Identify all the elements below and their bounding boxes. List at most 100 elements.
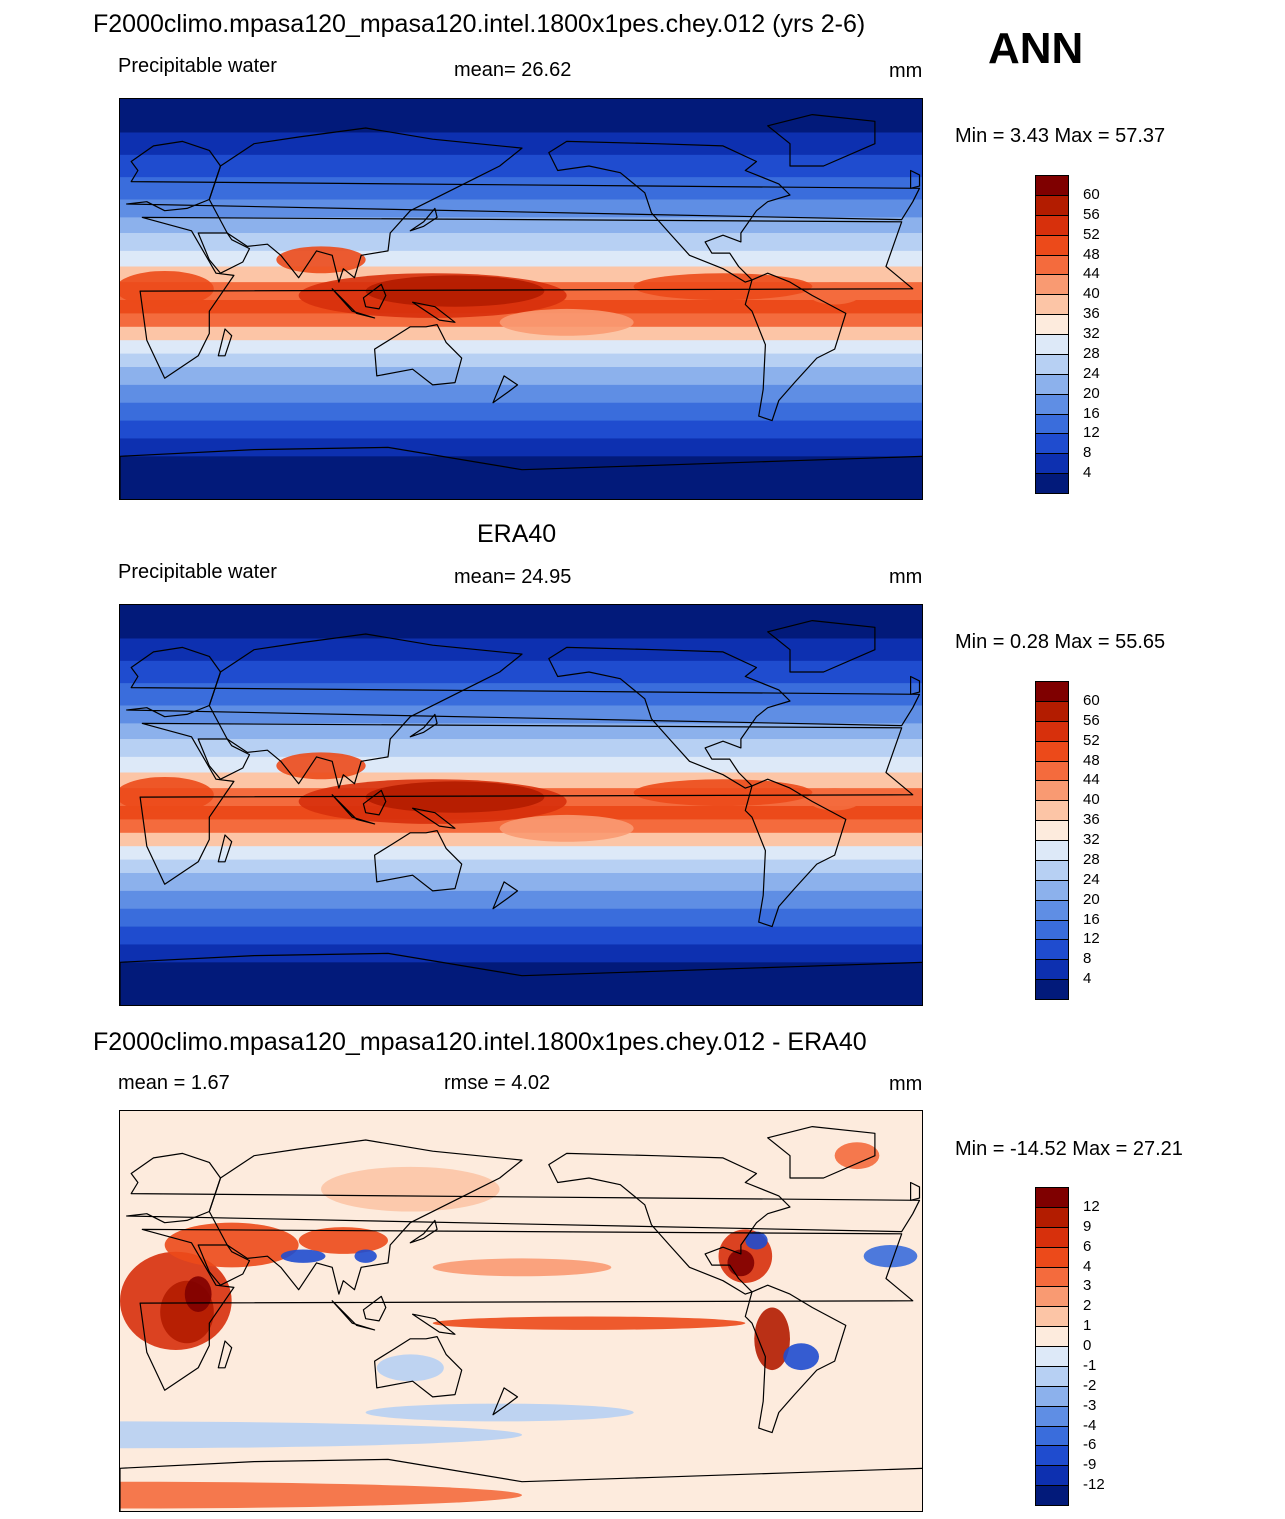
colorbar-tick-label: 9	[1083, 1217, 1092, 1235]
colorbar-swatch	[1035, 820, 1069, 841]
colorbar-swatch	[1035, 1206, 1069, 1228]
panel2-mean-label: mean= 24.95	[454, 566, 572, 588]
panel1-mean-label: mean= 26.62	[454, 59, 572, 81]
panel3-minmax-label: Min = -14.52 Max = 27.21	[955, 1138, 1183, 1160]
colorbar-swatch	[1035, 1286, 1069, 1308]
colorbar-swatch	[1035, 393, 1069, 415]
panel3-rmse-label: rmse = 4.02	[444, 1072, 551, 1094]
colorbar-tick-label: 40	[1083, 285, 1100, 303]
colorbar-tick-label: 24	[1083, 870, 1100, 888]
panel2-variable-label: Precipitable water	[118, 561, 277, 583]
colorbar-swatch	[1035, 314, 1069, 335]
colorbar-swatch	[1035, 840, 1069, 861]
colorbar-tick-label: 12	[1083, 424, 1100, 442]
colorbar-tick-label: 48	[1083, 751, 1100, 769]
colorbar-swatch	[1035, 1405, 1069, 1427]
colorbar-tick-label: 1	[1083, 1317, 1092, 1335]
colorbar-swatch	[1035, 919, 1069, 941]
colorbar-tick-label: 36	[1083, 811, 1100, 829]
colorbar-swatch	[1035, 1346, 1069, 1367]
colorbar-swatch	[1035, 979, 1069, 1000]
colorbar-swatch	[1035, 473, 1069, 494]
colorbar-swatch	[1035, 274, 1069, 296]
colorbar-swatch	[1035, 879, 1069, 901]
panel3-mean-label: mean = 1.67	[118, 1072, 230, 1094]
panel2-map	[119, 604, 923, 1006]
colorbar-tick-label: 60	[1083, 185, 1100, 203]
colorbar-tick-label: 40	[1083, 791, 1100, 809]
colorbar-tick-label: 28	[1083, 344, 1100, 362]
colorbar-tick-label: 4	[1083, 970, 1092, 988]
colorbar-swatch	[1035, 800, 1069, 822]
colorbar-swatch	[1035, 1246, 1069, 1268]
panel1-minmax-label: Min = 3.43 Max = 57.37	[955, 125, 1166, 147]
colorbar-tick-label: 12	[1083, 1197, 1100, 1215]
colorbar-swatch	[1035, 294, 1069, 316]
panel3-units-label: mm	[889, 1073, 923, 1095]
colorbar-tick-label: 2	[1083, 1297, 1092, 1315]
colorbar-swatch	[1035, 700, 1069, 722]
colorbar-swatch	[1035, 1465, 1069, 1487]
panel3-colorbar: 12 9 6 4 3 2 1 0 -1 -2 -3 -4 -6 -9 -12	[1035, 1187, 1105, 1506]
colorbar-tick-label: 36	[1083, 305, 1100, 323]
colorbar-swatch	[1035, 1425, 1069, 1447]
colorbar-swatch	[1035, 720, 1069, 742]
colorbar-tick-label: 16	[1083, 404, 1100, 422]
colorbar-swatch	[1035, 1385, 1069, 1407]
panel1-colorbar: 60 56 52 48 44 40 36 32 28 24 20 16 12 8 4	[1035, 175, 1100, 494]
colorbar-tick-label: -6	[1083, 1436, 1097, 1454]
panel1-title: F2000climo.mpasa120_mpasa120.intel.1800x…	[93, 10, 866, 38]
colorbar-tick-label: 48	[1083, 245, 1100, 263]
colorbar-swatch	[1035, 1306, 1069, 1328]
colorbar-swatch	[1035, 1187, 1069, 1208]
colorbar-swatch	[1035, 194, 1069, 216]
colorbar-tick-label: 0	[1083, 1337, 1092, 1354]
colorbar-swatch	[1035, 1445, 1069, 1467]
panel1-variable-label: Precipitable water	[118, 55, 277, 77]
colorbar-tick-label: 12	[1083, 930, 1100, 948]
colorbar-tick-label: 32	[1083, 831, 1100, 848]
colorbar-tick-label: 56	[1083, 711, 1100, 729]
colorbar-swatch	[1035, 1266, 1069, 1288]
colorbar-swatch	[1035, 214, 1069, 236]
colorbar-swatch	[1035, 959, 1069, 981]
panel2-colorbar: 60 56 52 48 44 40 36 32 28 24 20 16 12 8 4	[1035, 681, 1100, 1000]
colorbar-tick-label: 20	[1083, 384, 1100, 402]
colorbar-tick-label: -1	[1083, 1356, 1097, 1374]
colorbar-tick-label: -2	[1083, 1376, 1097, 1394]
colorbar-swatch	[1035, 413, 1069, 435]
panel2-minmax-label: Min = 0.28 Max = 55.65	[955, 631, 1166, 653]
panel3-title: F2000climo.mpasa120_mpasa120.intel.1800x…	[93, 1028, 867, 1056]
colorbar-swatch	[1035, 453, 1069, 475]
panel3-map	[119, 1110, 923, 1512]
colorbar-swatch	[1035, 899, 1069, 921]
season-label: ANN	[988, 24, 1084, 73]
colorbar-swatch	[1035, 433, 1069, 455]
colorbar-tick-label: -9	[1083, 1456, 1097, 1474]
colorbar-swatch	[1035, 1365, 1069, 1387]
colorbar-swatch	[1035, 254, 1069, 276]
colorbar-tick-label: 24	[1083, 364, 1100, 382]
colorbar-tick-label: 52	[1083, 731, 1100, 749]
colorbar-swatch	[1035, 939, 1069, 961]
colorbar-tick-label: 20	[1083, 890, 1100, 908]
colorbar-tick-label: 4	[1083, 1257, 1092, 1275]
colorbar-tick-label: -4	[1083, 1416, 1097, 1434]
colorbar-tick-label: 60	[1083, 691, 1100, 709]
colorbar-swatch	[1035, 1226, 1069, 1248]
colorbar-tick-label: 28	[1083, 850, 1100, 868]
panel2-units-label: mm	[889, 566, 923, 588]
colorbar-tick-label: 8	[1083, 950, 1092, 968]
colorbar-swatch	[1035, 353, 1069, 375]
colorbar-tick-label: -3	[1083, 1396, 1097, 1414]
colorbar-tick-label: 8	[1083, 444, 1092, 462]
colorbar-tick-label: 4	[1083, 464, 1092, 482]
colorbar-swatch	[1035, 334, 1069, 355]
colorbar-tick-label: 16	[1083, 910, 1100, 928]
colorbar-swatch	[1035, 1485, 1069, 1506]
colorbar-tick-label: 44	[1083, 771, 1100, 789]
colorbar-swatch	[1035, 859, 1069, 881]
panel1-units-label: mm	[889, 60, 923, 82]
colorbar-tick-label: 52	[1083, 225, 1100, 243]
colorbar-tick-label: 56	[1083, 205, 1100, 223]
